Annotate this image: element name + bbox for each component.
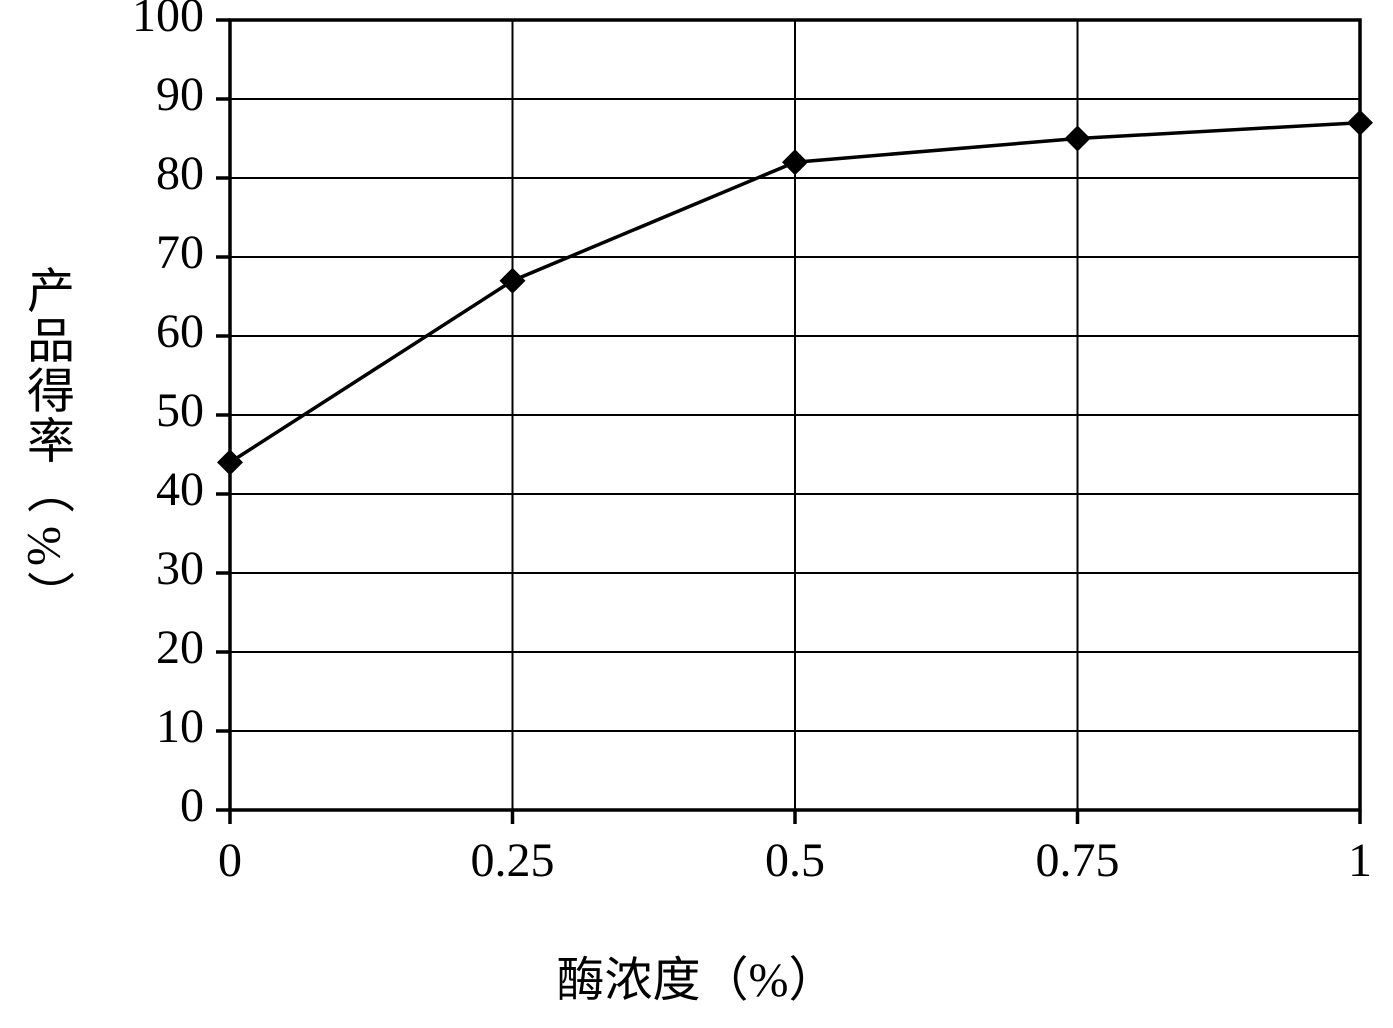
line-chart: 0 10 20 30 40 50 60 70 80 90 100 0 0.25 0.5 0.75 1: [0, 0, 1393, 1028]
x-tick-label: 1: [1348, 834, 1372, 887]
y-tick-label: 100: [132, 0, 204, 42]
y-axis-label-main: 产品得率: [19, 266, 72, 466]
y-tick-label: 20: [156, 621, 204, 674]
y-tick-label: 0: [180, 779, 204, 832]
y-tick-label: 90: [156, 68, 204, 121]
x-tick-label: 0.25: [471, 834, 555, 887]
chart-container: 0 10 20 30 40 50 60 70 80 90 100 0 0.25 0.5 0.75 1 产品得率…: [0, 0, 1393, 1028]
x-axis-label: 酶浓度（%）: [0, 940, 1393, 1010]
y-tick-label: 30: [156, 542, 204, 595]
y-tick-label: 40: [156, 463, 204, 516]
x-tick-label: 0.75: [1036, 834, 1120, 887]
y-tick-label: 60: [156, 305, 204, 358]
x-tick-label: 0: [218, 834, 242, 887]
paren-open: （: [19, 466, 72, 516]
y-tick-label: 10: [156, 700, 204, 753]
y-axis-label-pct: %: [17, 524, 72, 566]
paren-close: ）: [19, 571, 72, 621]
y-tick-label: 70: [156, 226, 204, 279]
x-tick-label: 0.5: [765, 834, 825, 887]
y-tick-label: 50: [156, 384, 204, 437]
y-axis-label: 产品得率（% ）: [10, 266, 80, 621]
y-tick-label: 80: [156, 147, 204, 200]
x-axis-label-text: 酶浓度（%）: [557, 954, 837, 1007]
